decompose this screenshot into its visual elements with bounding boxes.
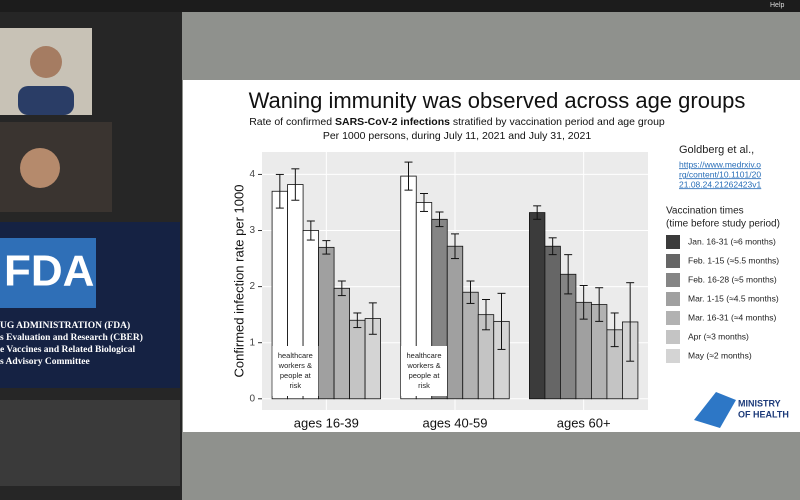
legend-swatch <box>666 311 680 325</box>
legend-title: Vaccination times <box>666 206 744 217</box>
subtitle-part: Rate of confirmed <box>249 116 335 128</box>
legend-title: (time before study period) <box>666 219 780 230</box>
link-line: https://www.medrxiv.o <box>679 159 761 169</box>
annotation: workers & <box>278 361 312 370</box>
y-tick-label: 3 <box>249 225 255 236</box>
legend-swatch <box>666 330 680 344</box>
link-line: 21.08.24.21262423v1 <box>679 179 762 189</box>
annotation: people at <box>280 371 312 380</box>
legend-swatch <box>666 273 680 287</box>
annotation: risk <box>289 381 301 390</box>
fda-line: e Vaccines and Related Biological <box>0 345 135 355</box>
help-button[interactable]: Help <box>770 2 785 9</box>
legend-swatch <box>666 349 680 363</box>
logo-text: MINISTRY <box>738 398 781 408</box>
logo-text: OF HEALTH <box>738 409 789 419</box>
fda-logo: FDA <box>4 247 94 296</box>
person <box>30 46 62 78</box>
y-tick-label: 4 <box>249 169 255 180</box>
x-tick-label: ages 60+ <box>557 415 611 430</box>
y-axis-label: Confirmed infection rate per 1000 <box>231 185 246 378</box>
legend-swatch <box>666 235 680 249</box>
y-tick-label: 1 <box>249 337 255 348</box>
legend-swatch <box>666 254 680 268</box>
legend-label: May (≈2 months) <box>688 350 752 360</box>
annotation: healthcare <box>406 351 441 360</box>
person <box>18 86 74 115</box>
chart-title: Waning immunity was observed across age … <box>249 88 746 113</box>
citation-link[interactable]: https://www.medrxiv.org/content/10.1101/… <box>679 159 762 189</box>
subtitle-part: stratified by vaccination period and age… <box>450 116 665 128</box>
fda-line: s Evaluation and Research (CBER) <box>0 332 143 343</box>
annotation-box <box>272 346 319 396</box>
annotation: healthcare <box>278 351 313 360</box>
bar <box>318 246 335 400</box>
annotation: risk <box>418 381 430 390</box>
bar <box>462 291 479 400</box>
legend-label: Feb. 16-28 (≈5 months) <box>688 274 777 284</box>
link-line: rg/content/10.1101/20 <box>679 169 761 179</box>
bar <box>446 245 464 400</box>
fda-text: UG ADMINISTRATION (FDA)s Evaluation and … <box>0 320 143 367</box>
legend-label: Mar. 16-31 (≈4 months) <box>688 312 776 322</box>
annotation: people at <box>409 371 441 380</box>
bar <box>349 319 366 400</box>
legend-label: Feb. 1-15 (≈5.5 months) <box>688 255 779 265</box>
logo-mark <box>694 392 736 428</box>
y-tick-label: 2 <box>249 281 255 292</box>
bar <box>333 287 350 400</box>
toolbar <box>0 0 800 12</box>
y-tick-label: 0 <box>249 393 255 404</box>
person <box>20 148 60 188</box>
subtitle: Rate of confirmed SARS-CoV-2 infections … <box>249 116 665 128</box>
empty-tile <box>0 400 180 486</box>
legend-label: Mar. 1-15 (≈4.5 months) <box>688 293 779 303</box>
subtitle-part: SARS-CoV-2 infections <box>335 116 450 128</box>
annotation: workers & <box>406 361 440 370</box>
x-tick-label: ages 40-59 <box>422 415 487 430</box>
citation-author: Goldberg et al., <box>679 144 754 156</box>
x-tick-label: ages 16-39 <box>294 415 359 430</box>
fda-line: s Advisory Committee <box>0 357 90 367</box>
annotation-box <box>401 346 447 396</box>
chart: 0 1 2 3 4 ages 16-39 ages 40-59 ages 60+ healthc… <box>249 152 779 430</box>
fda-line: UG ADMINISTRATION (FDA) <box>0 320 130 331</box>
subtitle: Per 1000 persons, during July 11, 2021 a… <box>323 130 591 142</box>
bar <box>529 212 546 400</box>
bar <box>544 245 561 400</box>
legend-label: Apr (≈3 months) <box>688 331 749 341</box>
legend-label: Jan. 16-31 (≈6 months) <box>688 236 776 246</box>
fda-logo-box <box>0 238 96 308</box>
legend-swatch <box>666 292 680 306</box>
